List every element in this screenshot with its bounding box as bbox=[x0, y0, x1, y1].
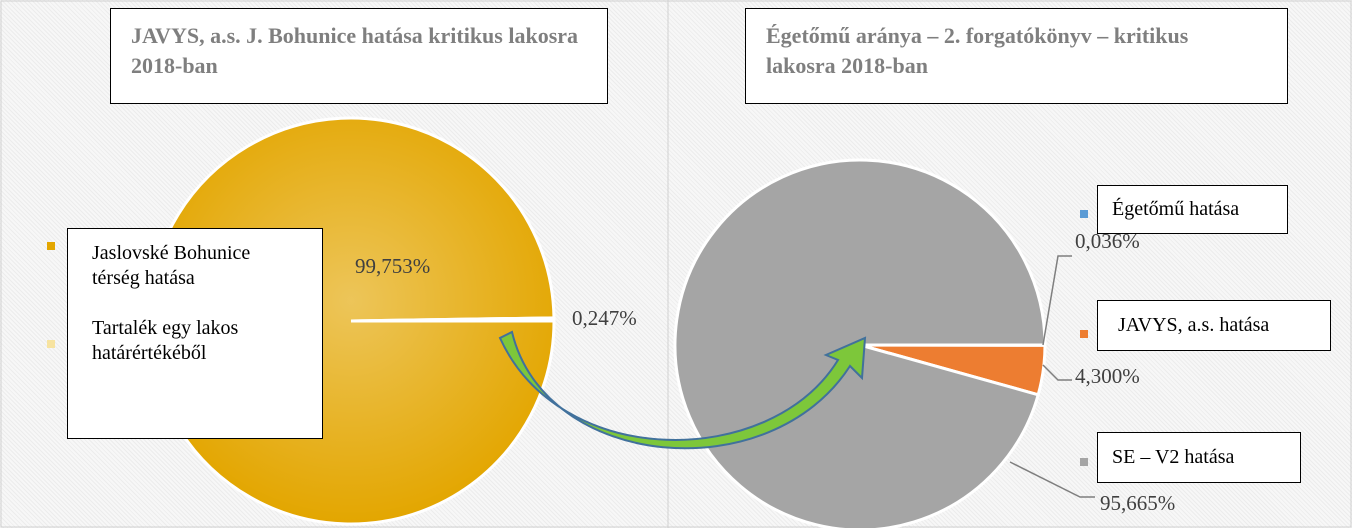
legend-marker bbox=[1080, 330, 1088, 338]
legend-label: Égetőmű hatása bbox=[1097, 185, 1288, 234]
arrow bbox=[498, 330, 867, 450]
chart-title: Égetőmű aránya – 2. forgatókönyv – kriti… bbox=[745, 8, 1288, 104]
legend-marker bbox=[1080, 458, 1088, 466]
legend-label: JAVYS, a.s. hatása bbox=[1097, 300, 1331, 351]
pie-slice bbox=[350, 316, 556, 323]
data-label: 95,665% bbox=[1100, 491, 1175, 515]
legend-marker bbox=[47, 340, 55, 348]
data-label: 0,247% bbox=[572, 306, 637, 330]
legend-label: Jaslovské Bohunice térség hatása bbox=[92, 242, 251, 289]
chart-title: JAVYS, a.s. J. Bohunice hatása kritikus … bbox=[110, 8, 608, 104]
legend-label: Tartalék egy lakos határértékéből bbox=[92, 317, 239, 364]
legend-label: SE – V2 hatása bbox=[1097, 432, 1301, 483]
leader-line bbox=[1009, 461, 1095, 498]
legend-marker bbox=[47, 242, 55, 250]
data-label: 4,300% bbox=[1075, 364, 1140, 388]
data-label: 99,753% bbox=[355, 254, 430, 278]
legend-marker bbox=[1080, 210, 1088, 218]
leader-line bbox=[1042, 255, 1072, 346]
legend: Jaslovské Bohunice térség hatása Tartalé… bbox=[67, 228, 323, 439]
leader-line bbox=[1042, 364, 1072, 381]
